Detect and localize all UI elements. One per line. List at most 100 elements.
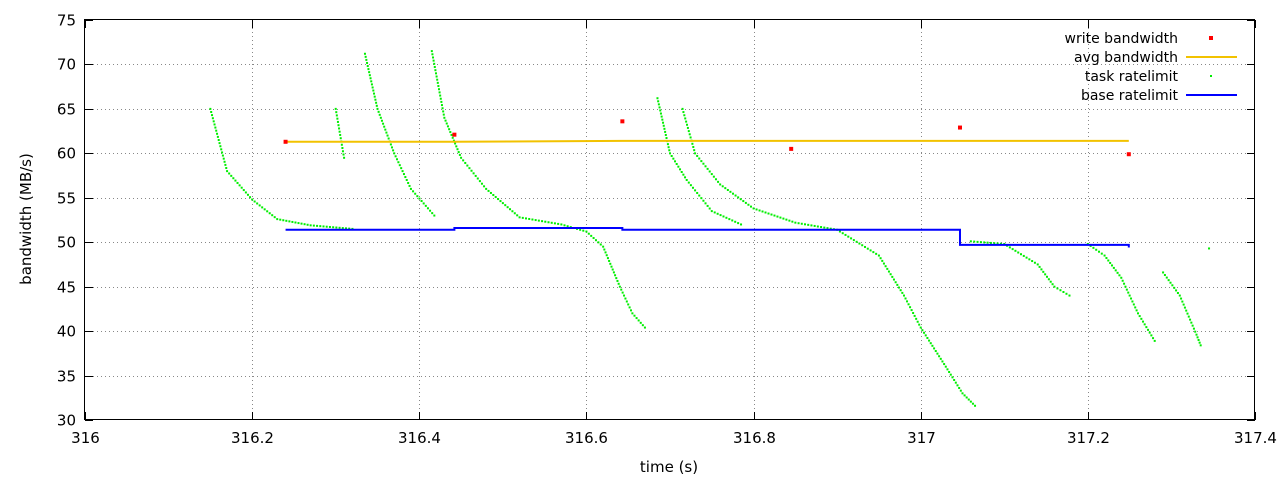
task-ratelimit-point <box>224 163 227 166</box>
task-ratelimit-point <box>1148 331 1151 334</box>
task-ratelimit-point <box>620 288 623 291</box>
task-ratelimit-point <box>611 268 614 271</box>
task-ratelimit-point <box>615 277 618 280</box>
task-ratelimit-point <box>368 74 371 77</box>
task-ratelimit-point <box>418 197 421 200</box>
task-ratelimit-point <box>217 139 220 141</box>
task-ratelimit-point <box>431 53 434 56</box>
task-ratelimit-point <box>958 387 961 389</box>
task-ratelimit-point <box>1047 278 1050 281</box>
task-ratelimit-point <box>750 205 752 208</box>
task-ratelimit-point <box>228 172 231 175</box>
task-ratelimit-point <box>222 157 225 160</box>
task-ratelimit-point <box>1163 274 1166 277</box>
task-ratelimit-point <box>376 107 379 110</box>
task-ratelimit-point <box>594 239 597 242</box>
task-ratelimit-point <box>706 167 709 170</box>
task-ratelimit-point <box>1128 294 1131 297</box>
task-ratelimit-point <box>396 158 398 161</box>
task-ratelimit-point <box>641 324 644 327</box>
task-ratelimit-point <box>820 226 823 229</box>
task-ratelimit-point <box>782 217 785 220</box>
task-ratelimit-point <box>1135 309 1138 312</box>
task-ratelimit-point <box>236 181 239 184</box>
task-ratelimit-point <box>408 184 411 187</box>
task-ratelimit-point <box>897 286 900 289</box>
task-ratelimit-point <box>612 271 615 274</box>
task-ratelimit-point <box>609 262 612 265</box>
task-ratelimit-point <box>492 193 495 196</box>
task-ratelimit-point <box>338 226 341 229</box>
task-ratelimit-point <box>664 133 667 136</box>
task-ratelimit-point <box>965 396 968 399</box>
task-ratelimit-point <box>605 254 608 257</box>
task-ratelimit-point <box>279 218 282 221</box>
task-ratelimit-point <box>724 187 727 190</box>
task-ratelimit-point <box>405 179 408 181</box>
task-ratelimit-point <box>1051 283 1054 286</box>
task-ratelimit-point <box>212 120 215 123</box>
task-ratelimit-point <box>742 200 745 203</box>
task-ratelimit-point <box>716 212 719 215</box>
task-ratelimit-point <box>416 195 419 198</box>
task-ratelimit-point <box>398 164 401 167</box>
task-ratelimit-point <box>534 219 537 222</box>
task-ratelimit-point <box>1165 276 1168 279</box>
task-ratelimit-point <box>365 58 368 61</box>
task-ratelimit-point <box>420 200 423 203</box>
task-ratelimit-point <box>729 190 732 193</box>
task-ratelimit-point <box>879 257 882 260</box>
task-ratelimit-point <box>582 229 585 232</box>
task-ratelimit-point <box>342 153 345 156</box>
task-ratelimit-point <box>1114 269 1117 272</box>
task-ratelimit-point <box>585 230 588 233</box>
task-ratelimit-point <box>452 139 455 142</box>
task-ratelimit-point <box>440 104 443 107</box>
task-ratelimit-point <box>216 132 219 135</box>
task-ratelimit-point <box>884 265 887 268</box>
task-ratelimit-point <box>740 223 743 226</box>
task-ratelimit-point <box>689 184 692 187</box>
task-ratelimit-point <box>370 83 373 86</box>
task-ratelimit-point <box>1171 284 1174 287</box>
task-ratelimit-point <box>659 109 662 112</box>
task-ratelimit-point <box>602 245 605 248</box>
legend-swatch-task-ratelimit <box>1210 75 1212 77</box>
task-ratelimit-point <box>382 122 385 125</box>
task-ratelimit-point <box>412 190 415 193</box>
task-ratelimit-point <box>392 149 395 152</box>
task-ratelimit-point <box>643 326 646 329</box>
task-ratelimit-point <box>951 376 954 379</box>
task-ratelimit-point <box>669 152 671 155</box>
task-ratelimit-point <box>691 186 694 189</box>
task-ratelimit-point <box>684 176 687 179</box>
task-ratelimit-point <box>1199 344 1202 347</box>
task-ratelimit-point <box>685 179 688 181</box>
task-ratelimit-point <box>1147 328 1150 331</box>
task-ratelimit-point <box>909 306 912 309</box>
task-ratelimit-point <box>700 160 703 163</box>
task-ratelimit-point <box>752 207 755 210</box>
task-ratelimit-point <box>627 303 630 306</box>
task-ratelimit-point <box>1130 297 1133 300</box>
task-ratelimit-point <box>1142 320 1145 323</box>
task-ratelimit-point <box>497 198 500 201</box>
task-ratelimit-point <box>896 283 899 286</box>
task-ratelimit-point <box>332 226 335 229</box>
task-ratelimit-point <box>726 188 729 191</box>
task-ratelimit-point <box>614 274 617 277</box>
task-ratelimit-point <box>366 61 369 64</box>
task-ratelimit-point <box>370 80 373 83</box>
task-ratelimit-point <box>424 204 427 207</box>
task-ratelimit-point <box>996 242 999 245</box>
task-ratelimit-point <box>470 169 473 172</box>
task-ratelimit-point <box>986 241 989 244</box>
task-ratelimit-point <box>209 107 212 110</box>
task-ratelimit-point <box>1118 274 1121 277</box>
task-ratelimit-point <box>737 222 740 225</box>
write-bandwidth-point <box>283 139 288 144</box>
task-ratelimit-point <box>869 249 872 252</box>
task-ratelimit-point <box>866 247 869 250</box>
task-ratelimit-point <box>875 252 878 255</box>
